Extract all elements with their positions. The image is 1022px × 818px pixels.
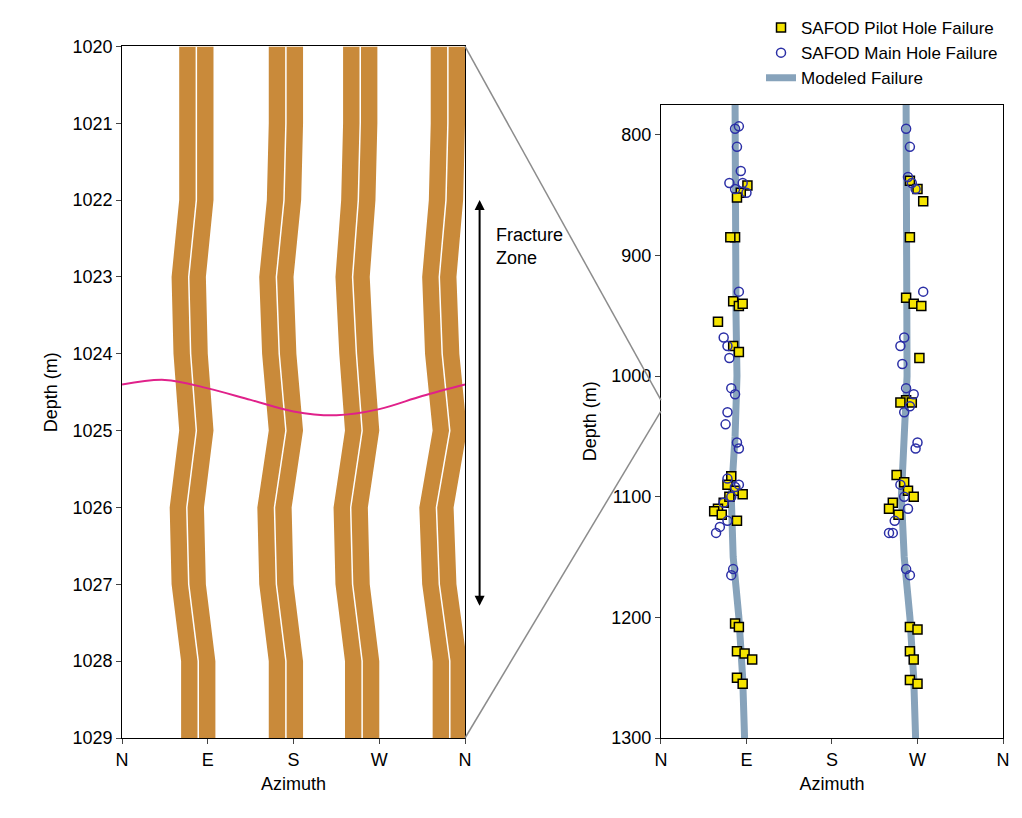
svg-text:900: 900 <box>621 246 651 266</box>
svg-text:1029: 1029 <box>72 728 112 748</box>
svg-text:1300: 1300 <box>611 728 651 748</box>
svg-text:Depth (m): Depth (m) <box>41 352 61 432</box>
svg-text:1021: 1021 <box>72 114 112 134</box>
svg-text:S: S <box>288 750 300 770</box>
svg-text:SAFOD Pilot Hole Failure: SAFOD Pilot Hole Failure <box>801 19 994 38</box>
svg-text:1028: 1028 <box>72 651 112 671</box>
svg-text:E: E <box>202 750 214 770</box>
svg-text:W: W <box>371 750 388 770</box>
svg-text:1200: 1200 <box>611 608 651 628</box>
svg-text:Azimuth: Azimuth <box>799 774 864 794</box>
svg-text:N: N <box>997 750 1010 770</box>
svg-text:Depth (m): Depth (m) <box>580 381 600 461</box>
svg-text:Modeled Failure: Modeled Failure <box>801 69 923 88</box>
svg-text:SAFOD Main Hole Failure: SAFOD Main Hole Failure <box>801 44 998 63</box>
svg-text:1000: 1000 <box>611 366 651 386</box>
svg-text:1026: 1026 <box>72 498 112 518</box>
svg-text:S: S <box>826 750 838 770</box>
svg-text:800: 800 <box>621 125 651 145</box>
svg-text:N: N <box>654 750 667 770</box>
svg-text:1100: 1100 <box>613 487 652 507</box>
svg-text:N: N <box>459 750 472 770</box>
svg-text:1023: 1023 <box>72 267 112 287</box>
svg-text:Azimuth: Azimuth <box>261 774 326 794</box>
svg-text:1024: 1024 <box>72 344 112 364</box>
svg-text:N: N <box>116 750 129 770</box>
svg-text:1022: 1022 <box>72 190 112 210</box>
svg-text:FractureZone: FractureZone <box>496 225 563 268</box>
svg-text:1020: 1020 <box>72 37 112 57</box>
svg-text:1025: 1025 <box>72 421 112 441</box>
svg-text:W: W <box>909 750 926 770</box>
svg-text:E: E <box>740 750 752 770</box>
svg-text:1027: 1027 <box>72 575 112 595</box>
